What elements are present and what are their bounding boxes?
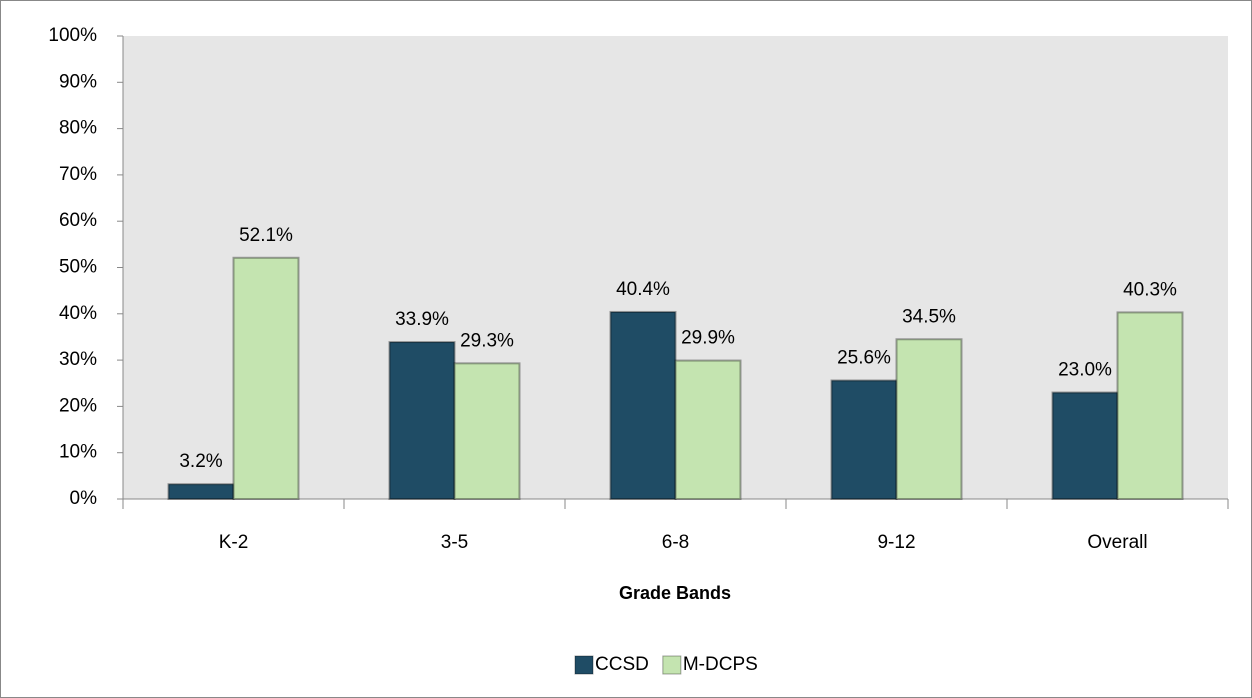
value-label: 52.1% [239, 225, 293, 246]
legend-swatch [574, 655, 594, 675]
bar [895, 338, 963, 501]
y-tick-label: 90% [59, 71, 97, 92]
x-tick-label: 3-5 [441, 532, 468, 553]
bar [609, 310, 677, 500]
bar [830, 379, 898, 500]
value-label: 33.9% [395, 309, 449, 330]
value-label: 23.0% [1058, 360, 1112, 381]
bar [232, 256, 300, 501]
x-axis-title: Grade Bands [619, 583, 731, 603]
y-tick-label: 40% [59, 303, 97, 324]
y-tick-label: 30% [59, 349, 97, 370]
y-tick-label: 20% [59, 395, 97, 416]
legend-label: M-DCPS [683, 654, 758, 675]
value-label: 25.6% [837, 347, 891, 368]
bar [1051, 391, 1119, 501]
y-tick-label: 70% [59, 164, 97, 185]
bar [388, 341, 456, 500]
y-tick-label: 100% [48, 25, 97, 46]
x-tick-label: Overall [1087, 532, 1147, 553]
value-label: 40.3% [1123, 279, 1177, 300]
x-tick-label: 9-12 [877, 532, 915, 553]
y-tick-label: 60% [59, 210, 97, 231]
bar [1116, 311, 1184, 501]
value-label: 29.9% [681, 328, 735, 349]
value-label: 34.5% [902, 306, 956, 327]
y-tick-label: 80% [59, 118, 97, 139]
legend-swatch [662, 655, 682, 675]
legend-label: CCSD [595, 654, 649, 675]
value-label: 3.2% [179, 451, 222, 472]
value-label: 40.4% [616, 279, 670, 300]
value-label: 29.3% [460, 330, 514, 351]
bar [674, 359, 742, 500]
y-tick-label: 50% [59, 257, 97, 278]
bar [453, 362, 521, 500]
x-tick-label: 6-8 [662, 532, 689, 553]
y-tick-label: 10% [59, 442, 97, 463]
x-tick-label: K-2 [219, 532, 249, 553]
y-tick-label: 0% [70, 488, 98, 509]
bar [167, 483, 235, 500]
